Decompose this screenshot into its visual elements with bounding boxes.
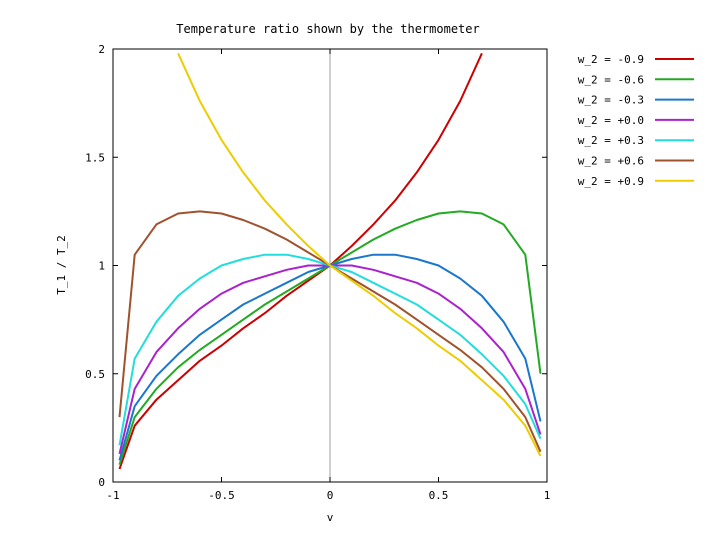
legend: w_2 = -0.9 w_2 = -0.6 w_2 = -0.3 w_2 = +0.0… [578,53,694,188]
y-tick-label: 0.5 [85,368,105,381]
legend-label: w_2 = +0.6 [578,155,644,168]
x-tick-label: 0 [327,489,334,502]
legend-label: w_2 = +0.0 [578,114,644,127]
legend-label: w_2 = -0.6 [578,73,644,86]
y-tick-label: 1.5 [85,151,105,164]
legend-label: w_2 = +0.3 [578,134,644,147]
y-tick-label: 1 [98,260,105,273]
x-tick-label: -1 [106,489,119,502]
legend-label: w_2 = -0.9 [578,53,644,66]
legend-label: w_2 = -0.3 [578,94,644,107]
x-tick-label: -0.5 [208,489,235,502]
x-tick-label: 1 [544,489,551,502]
series-line-6 [177,52,542,457]
y-axis-label: T_1 / T_2 [55,235,68,295]
x-tick-label: 0.5 [429,489,449,502]
y-tick-label: 2 [98,43,105,56]
x-axis-label: v [327,511,334,524]
y-tick-label: 0 [98,476,105,489]
chart-title: Temperature ratio shown by the thermomet… [176,22,479,36]
legend-label: w_2 = +0.9 [578,175,644,188]
